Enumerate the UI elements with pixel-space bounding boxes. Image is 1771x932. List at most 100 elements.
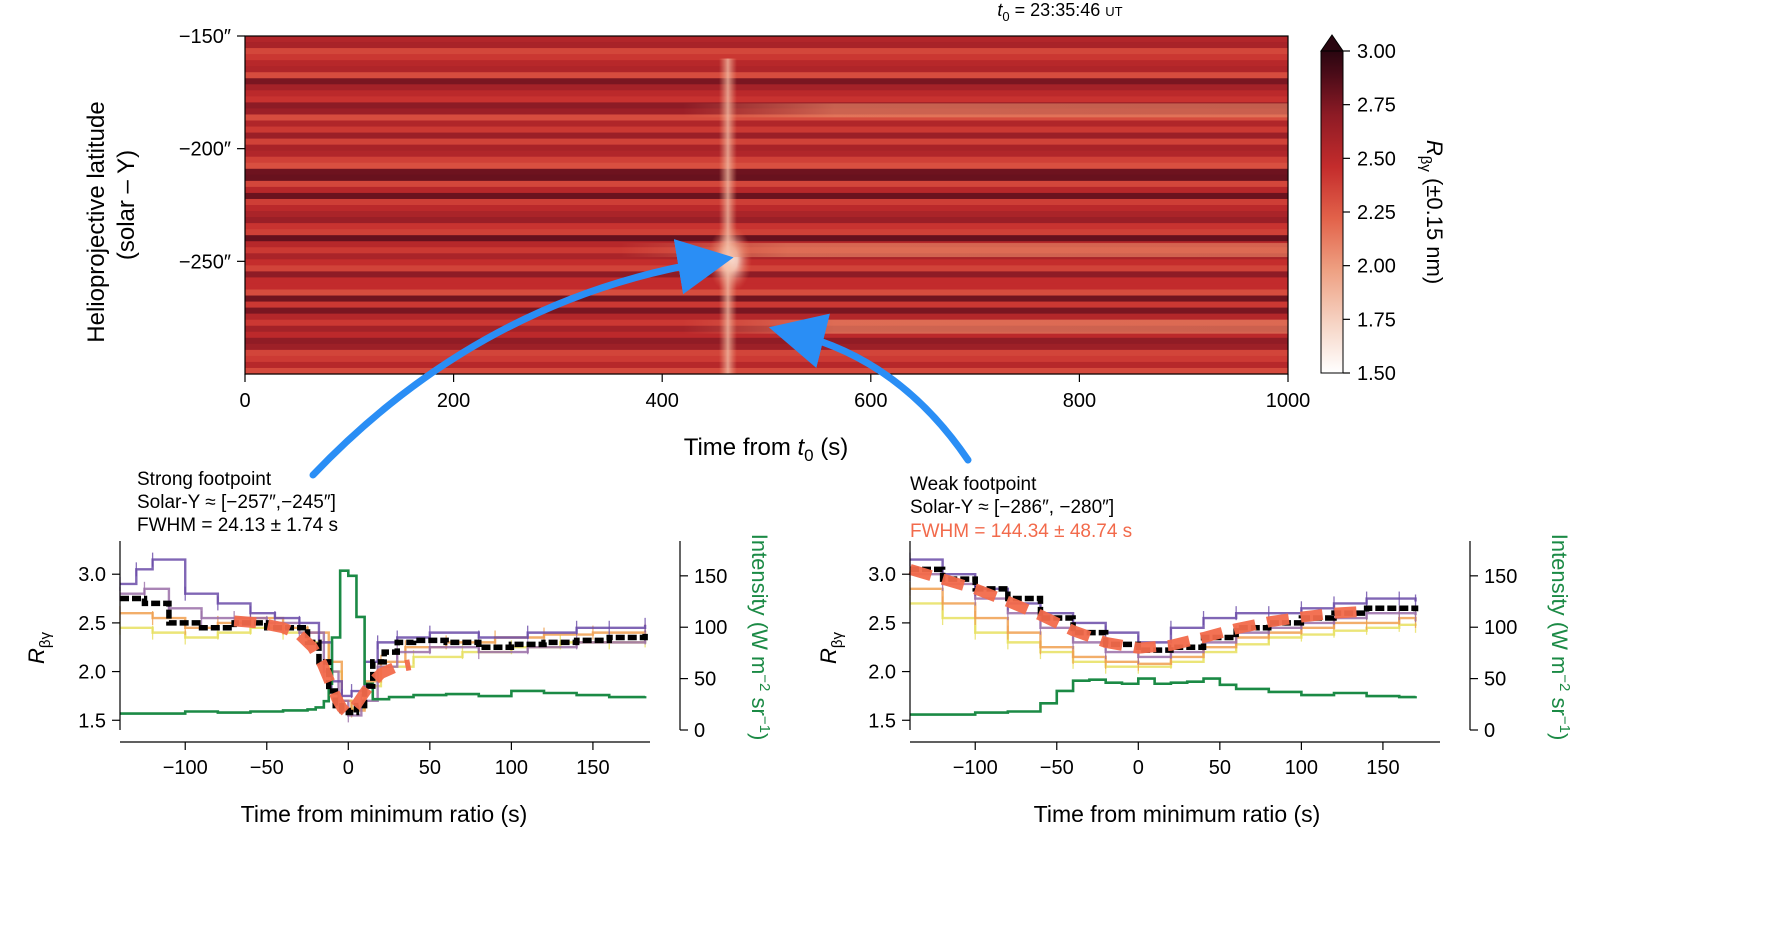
heatmap-row (245, 186, 1288, 194)
strong-y-tick-label: 2.5 (78, 613, 106, 635)
heatmap-frame (244, 35, 1289, 375)
weak-x-tick-label: −100 (953, 757, 998, 779)
heatmap-x-tick-label: 400 (646, 390, 679, 412)
strong-series-gaussian-fit (233, 615, 412, 719)
heatmap-row (245, 217, 1288, 224)
heatmap-row (245, 78, 1288, 85)
heatmap-x-label: Time from t0 (s) (684, 434, 849, 465)
strong-x-tick-label: −100 (163, 757, 208, 779)
weak-y-tick-label: 1.5 (868, 710, 896, 732)
heatmap-row (245, 168, 1288, 176)
colorbar-tick-label: 1.50 (1357, 363, 1396, 385)
colorbar-label: Rβγ (±0.15 nm) (1417, 140, 1447, 284)
heatmap-row (245, 132, 1288, 140)
strong-y2-tick-label: 50 (694, 669, 716, 691)
heatmap-y-label-line2: (solar – Y) (113, 150, 140, 260)
strong-x-tick-label: 150 (576, 757, 609, 779)
heatmap-row (245, 331, 1288, 339)
heatmap-row (245, 84, 1288, 91)
heatmap-row (245, 307, 1288, 315)
heatmap-row (245, 367, 1288, 375)
heatmap-y-tick-label: −250″ (179, 251, 231, 273)
colorbar-tick-label: 2.25 (1357, 202, 1396, 224)
heatmap-row (245, 355, 1288, 363)
heatmap-row (245, 96, 1288, 103)
heatmap-row (245, 156, 1288, 164)
heatmap-row (245, 54, 1288, 61)
strong-x-tick-label: 0 (343, 757, 354, 779)
weak-x-tick-label: 150 (1366, 757, 1399, 779)
heatmap-row (245, 235, 1288, 242)
weak-y-tick-label: 3.0 (868, 564, 896, 586)
heatmap-row (245, 289, 1288, 297)
heatmap-stripes (245, 36, 1288, 375)
heatmap-vertical-flash (718, 58, 737, 375)
heatmap-row (245, 138, 1288, 146)
heatmap-row (245, 126, 1288, 134)
heatmap-row (245, 48, 1288, 55)
strong-series-pixel-purple (120, 558, 647, 698)
weak-axes: −100 −50 0 50 100 150 1.5 2.0 2.5 3.0 0 50 100 150 (868, 541, 1517, 779)
heatmap-row (245, 343, 1288, 351)
strong-y-tick-label: 3.0 (78, 564, 106, 586)
strong-x-tick-label: 50 (419, 757, 441, 779)
heatmap-row (245, 223, 1288, 230)
strong-plot-area (119, 552, 648, 723)
weak-fwhm: FWHM = 144.34 ± 48.74 s (910, 521, 1132, 542)
heatmap-row (245, 72, 1288, 79)
strong-footpoint-annotation: Strong footpoint Solar-Y ≈ [−257″,−245″]… (137, 469, 338, 536)
heatmap-y-tick-label: −150″ (179, 26, 231, 48)
heatmap-row (245, 60, 1288, 67)
weak-y-label: Rβγ (816, 631, 846, 664)
heatmap-panel: 0 200 400 600 800 1000 −150″ −200″ −250″ Time f… (83, 26, 1447, 465)
heatmap-bright-band-upper (683, 103, 1288, 118)
heatmap-row (245, 114, 1288, 122)
heatmap-y-label-line1: Helioprojective latitude (83, 101, 110, 342)
weak-y-tick-label: 2.0 (868, 662, 896, 684)
heatmap-x-tick-label: 0 (239, 390, 250, 412)
colorbar-ticks: 3.00 2.75 2.50 2.25 2.00 1.75 1.50 (1343, 41, 1396, 385)
weak-x-tick-label: −50 (1040, 757, 1074, 779)
strong-axes: −100 −50 0 50 100 150 1.5 2.0 2.5 3.0 0 50 100 150 (78, 541, 727, 779)
colorbar-tick-label: 2.00 (1357, 256, 1396, 278)
heatmap-row (245, 271, 1288, 279)
colorbar-tick-label: 2.50 (1357, 148, 1396, 170)
heatmap-y-axis: −150″ −200″ −250″ (179, 26, 245, 273)
strong-y-label: Rβγ (24, 631, 54, 664)
weak-footpoint-panel: −100 −50 0 50 100 150 1.5 2.0 2.5 3.0 0 50 100 150 Ti… (816, 534, 1573, 827)
heatmap-row (245, 42, 1288, 49)
strong-solar-y: Solar-Y ≈ [−257″,−245″] (137, 492, 336, 513)
strong-x-label: Time from minimum ratio (s) (241, 801, 528, 827)
colorbar-extend-triangle (1320, 34, 1344, 52)
weak-series-gaussian-fit (908, 564, 1367, 654)
colorbar-tick-label: 2.75 (1357, 95, 1396, 117)
heatmap-row (245, 162, 1288, 170)
heatmap-row (245, 301, 1288, 309)
weak-plot-area (908, 552, 1419, 716)
weak-y2-tick-label: 100 (1484, 617, 1517, 639)
heatmap-bright-band-lower (683, 319, 1288, 334)
weak-footpoint-annotation: Weak footpoint Solar-Y ≈ [−286″, −280″] … (910, 474, 1132, 542)
weak-x-label: Time from minimum ratio (s) (1034, 801, 1321, 827)
strong-y2-tick-label: 150 (694, 566, 727, 588)
heatmap-x-axis: 0 200 400 600 800 1000 (239, 374, 1310, 412)
strong-y2-tick-label: 100 (694, 617, 727, 639)
heatmap-row (245, 205, 1288, 212)
weak-x-tick-label: 100 (1285, 757, 1318, 779)
heatmap-row (245, 313, 1288, 321)
heatmap-row (245, 36, 1288, 43)
heatmap-row (245, 174, 1288, 182)
heatmap-row (245, 361, 1288, 369)
strong-title: Strong footpoint (137, 469, 272, 490)
weak-x-tick-label: 50 (1209, 757, 1231, 779)
colorbar-tick-label: 3.00 (1357, 41, 1396, 63)
colorbar: 3.00 2.75 2.50 2.25 2.00 1.75 1.50 Rβγ (±0.15 … (1320, 34, 1447, 385)
heatmap-row (245, 265, 1288, 272)
arrow-weak-footpoint (768, 313, 972, 464)
heatmap-row (245, 144, 1288, 152)
weak-solar-y: Solar-Y ≈ [−286″, −280″] (910, 497, 1114, 518)
heatmap-row (245, 90, 1288, 97)
heatmap-x-tick-label: 200 (437, 390, 470, 412)
heatmap-row (245, 66, 1288, 73)
